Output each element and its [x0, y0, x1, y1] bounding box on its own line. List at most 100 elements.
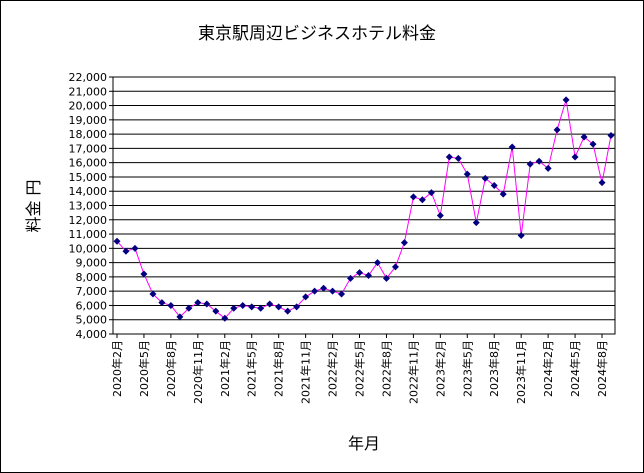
data-point — [373, 259, 381, 267]
y-tick-label: 4,000 — [76, 328, 108, 341]
x-tick-label: 2020年8月 — [164, 340, 178, 397]
x-tick-label: 2020年2月 — [110, 340, 124, 397]
data-point — [302, 293, 310, 301]
data-point — [589, 140, 597, 148]
data-point — [203, 300, 211, 308]
data-point — [508, 143, 516, 151]
data-point — [212, 307, 220, 315]
data-point — [131, 244, 139, 252]
data-point — [544, 164, 552, 172]
data-point — [490, 182, 498, 190]
x-tick-label: 2020年11月 — [191, 340, 205, 404]
y-tick-label: 20,000 — [69, 100, 108, 113]
y-tick-label: 18,000 — [69, 128, 108, 141]
data-point — [185, 304, 193, 312]
data-point — [481, 174, 489, 182]
data-point — [158, 299, 166, 307]
y-tick-label: 13,000 — [69, 200, 108, 213]
data-point — [329, 287, 337, 295]
data-point — [266, 300, 274, 308]
data-point — [382, 274, 390, 282]
data-point — [445, 153, 453, 161]
data-point — [194, 299, 202, 307]
data-point — [275, 303, 283, 311]
data-point — [535, 157, 543, 165]
x-tick-label: 2022年2月 — [326, 340, 340, 397]
data-point — [562, 96, 570, 104]
y-tick-label: 19,000 — [69, 114, 108, 127]
data-point — [499, 190, 507, 198]
chart-title: 東京駅周辺ビジネスホテル料金 — [198, 24, 436, 44]
x-tick-label: 2021年5月 — [245, 340, 259, 397]
data-point — [239, 301, 247, 309]
data-point — [338, 290, 346, 298]
gridlines — [113, 76, 615, 335]
data-point — [221, 314, 229, 322]
x-axis-label: 年月 — [348, 434, 380, 453]
data-point — [356, 269, 364, 277]
x-tick-label: 2022年5月 — [353, 340, 367, 397]
y-tick-label: 22,000 — [69, 71, 108, 84]
series-group — [113, 96, 615, 322]
data-point — [320, 284, 328, 292]
x-tick-label: 2021年8月 — [272, 340, 286, 397]
x-tick-label: 2024年8月 — [595, 340, 609, 397]
data-point — [571, 153, 579, 161]
data-point — [427, 189, 435, 197]
x-tick-label: 2023年2月 — [433, 340, 447, 397]
x-tick-label: 2022年8月 — [379, 340, 393, 397]
y-tick-label: 8,000 — [76, 271, 108, 284]
data-point — [122, 247, 130, 255]
data-point — [257, 304, 265, 312]
data-point — [113, 237, 121, 245]
data-point — [311, 287, 319, 295]
x-tick-label: 2021年2月 — [218, 340, 232, 397]
data-point — [248, 303, 256, 311]
x-axis-ticks: 2020年2月 2020年5月 2020年8月 2020年11月 2021年2月 2021… — [110, 334, 609, 404]
y-tick-label: 10,000 — [69, 242, 108, 255]
data-point — [400, 239, 408, 247]
y-tick-label: 17,000 — [69, 142, 108, 155]
series-line — [116, 99, 612, 319]
data-point — [436, 211, 444, 219]
data-point — [176, 313, 184, 321]
data-point — [140, 270, 148, 278]
y-tick-label: 11,000 — [69, 228, 108, 241]
data-point — [580, 133, 588, 141]
data-point — [293, 303, 301, 311]
data-point — [526, 160, 534, 168]
y-axis-label: 料金 円 — [24, 179, 43, 232]
data-point — [230, 304, 238, 312]
x-tick-label: 2020年5月 — [137, 340, 151, 397]
data-point — [553, 126, 561, 134]
data-point — [364, 271, 372, 279]
y-tick-label: 6,000 — [76, 299, 108, 312]
data-point — [391, 263, 399, 271]
x-tick-label: 2021年11月 — [299, 340, 313, 404]
x-tick-label: 2024年2月 — [541, 340, 555, 397]
y-tick-label: 15,000 — [69, 171, 108, 184]
data-point — [149, 290, 157, 298]
y-tick-label: 5,000 — [76, 314, 108, 327]
data-point — [347, 274, 355, 282]
x-tick-label: 2024年5月 — [568, 340, 582, 397]
data-point — [517, 231, 525, 239]
data-point — [454, 154, 462, 162]
data-point — [409, 193, 417, 201]
x-tick-label: 2022年11月 — [406, 340, 420, 404]
y-tick-label: 12,000 — [69, 214, 108, 227]
data-point — [284, 307, 292, 315]
x-tick-label: 2023年8月 — [487, 340, 501, 397]
x-tick-label: 2023年5月 — [460, 340, 474, 397]
data-point — [472, 219, 480, 227]
y-tick-label: 14,000 — [69, 185, 108, 198]
y-tick-label: 16,000 — [69, 157, 108, 170]
data-point — [598, 179, 606, 187]
y-tick-label: 9,000 — [76, 257, 108, 270]
y-tick-label: 7,000 — [76, 285, 108, 298]
data-point — [167, 301, 175, 309]
data-point — [463, 170, 471, 178]
